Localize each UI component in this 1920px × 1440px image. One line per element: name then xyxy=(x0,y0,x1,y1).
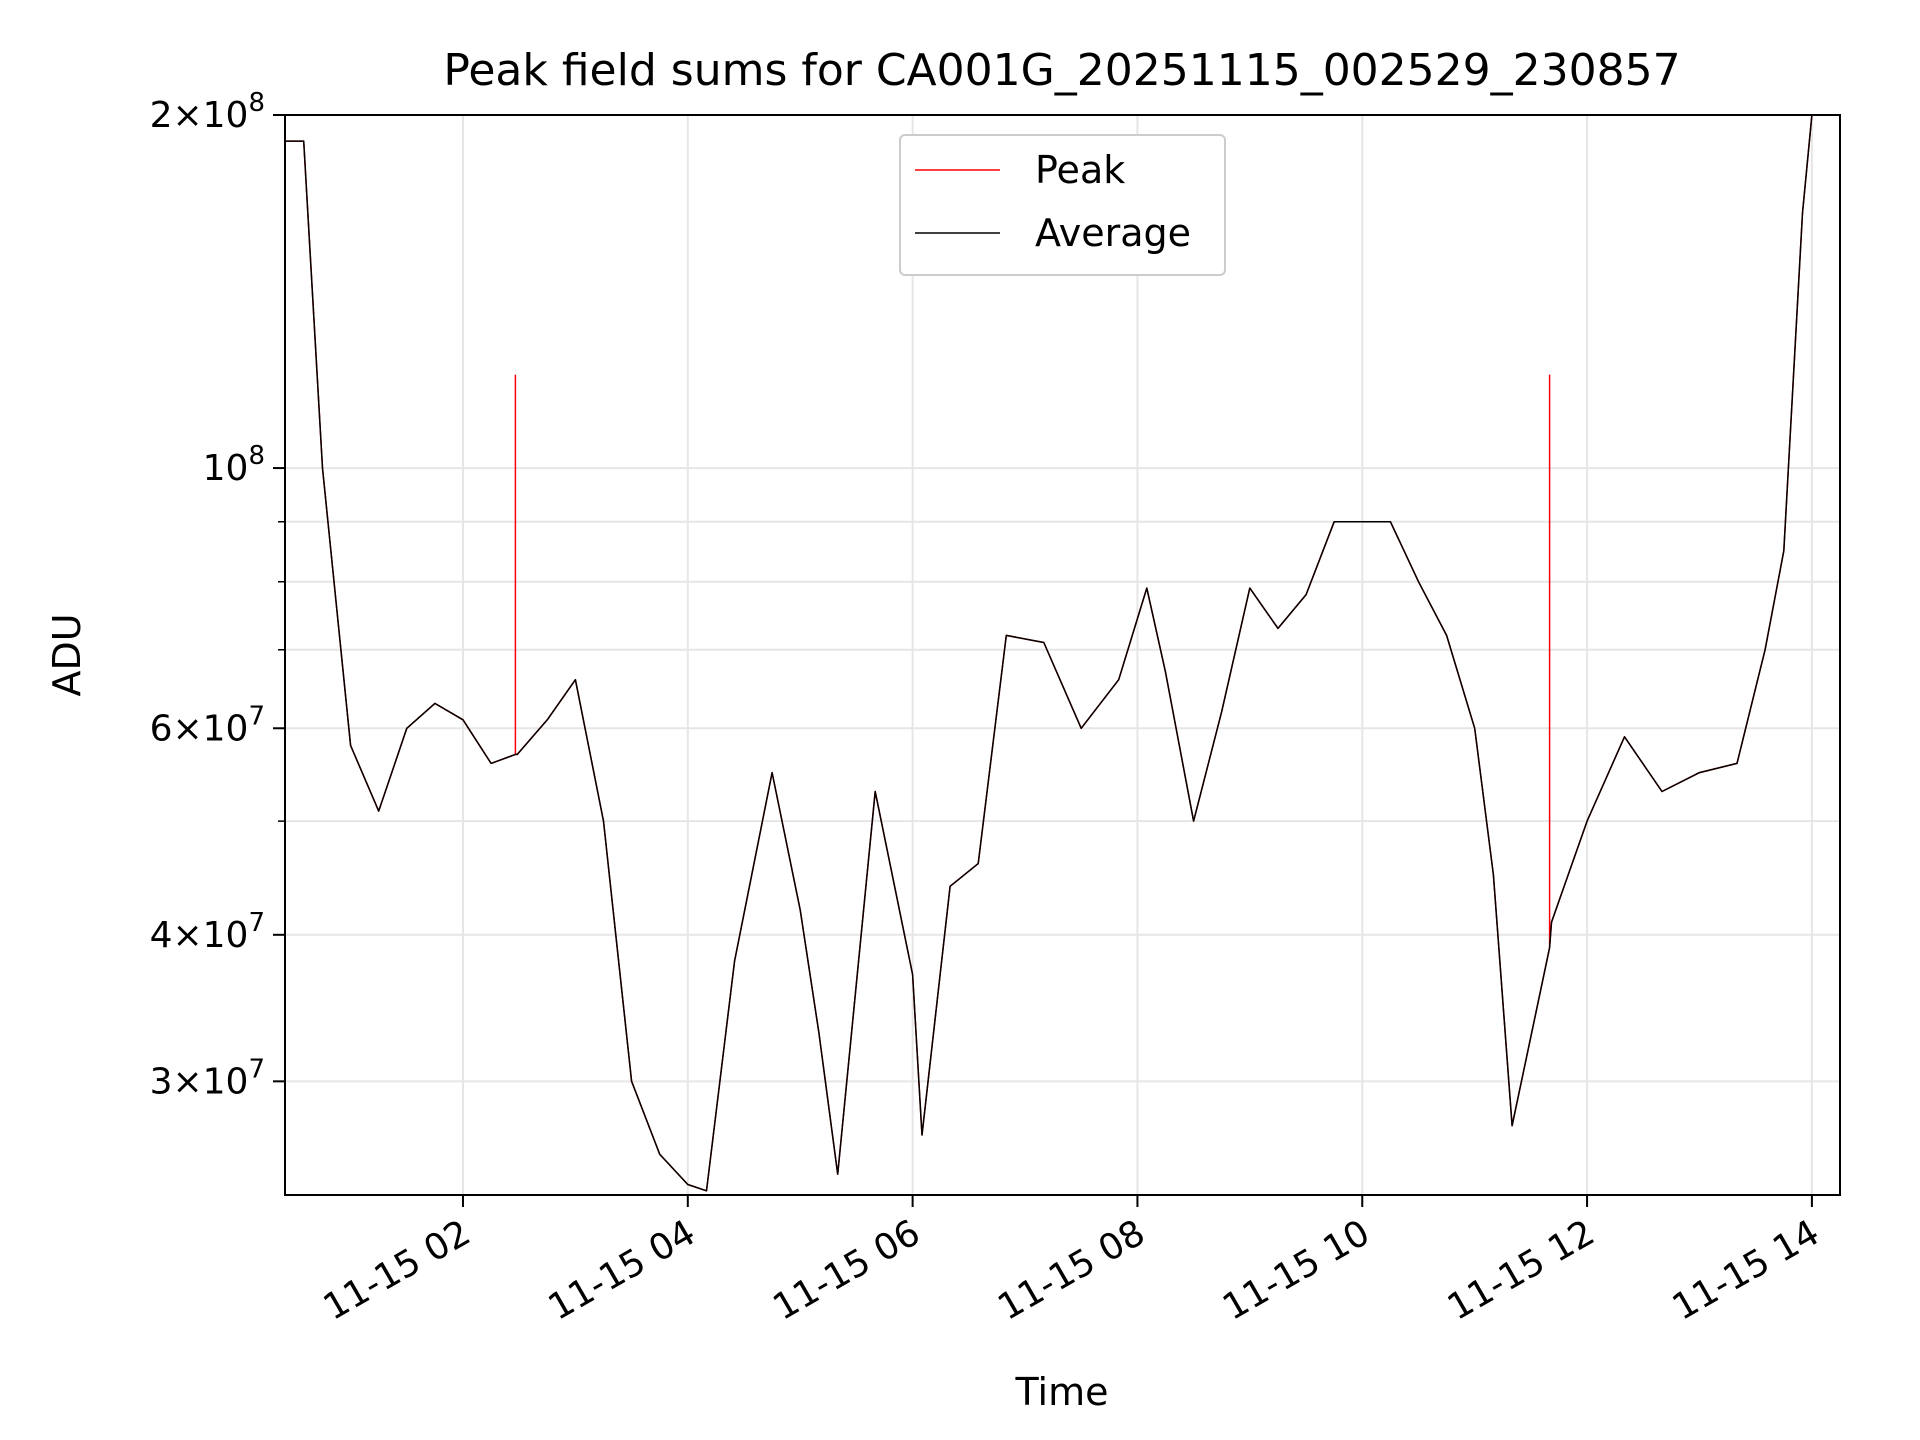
series-line-average xyxy=(285,114,1813,1192)
legend-label-average: Average xyxy=(1035,211,1191,255)
x-axis-label: Time xyxy=(1015,1370,1109,1414)
legend-label-peak: Peak xyxy=(1035,148,1125,192)
y-axis-label: ADU xyxy=(45,613,89,696)
y-tick-label: 2×108 xyxy=(150,88,265,136)
y-tick-label: 108 xyxy=(203,441,265,489)
axes-frame xyxy=(284,114,1841,1196)
legend: Peak Average xyxy=(899,134,1226,276)
chart-title: Peak field sums for CA001G_20251115_0025… xyxy=(443,45,1680,96)
y-tick-label: 6×107 xyxy=(150,701,265,749)
y-tick-label: 3×107 xyxy=(150,1054,265,1102)
plot-lines xyxy=(285,114,1813,1192)
grid xyxy=(285,114,1840,1195)
y-tick-label: 4×107 xyxy=(150,908,265,956)
